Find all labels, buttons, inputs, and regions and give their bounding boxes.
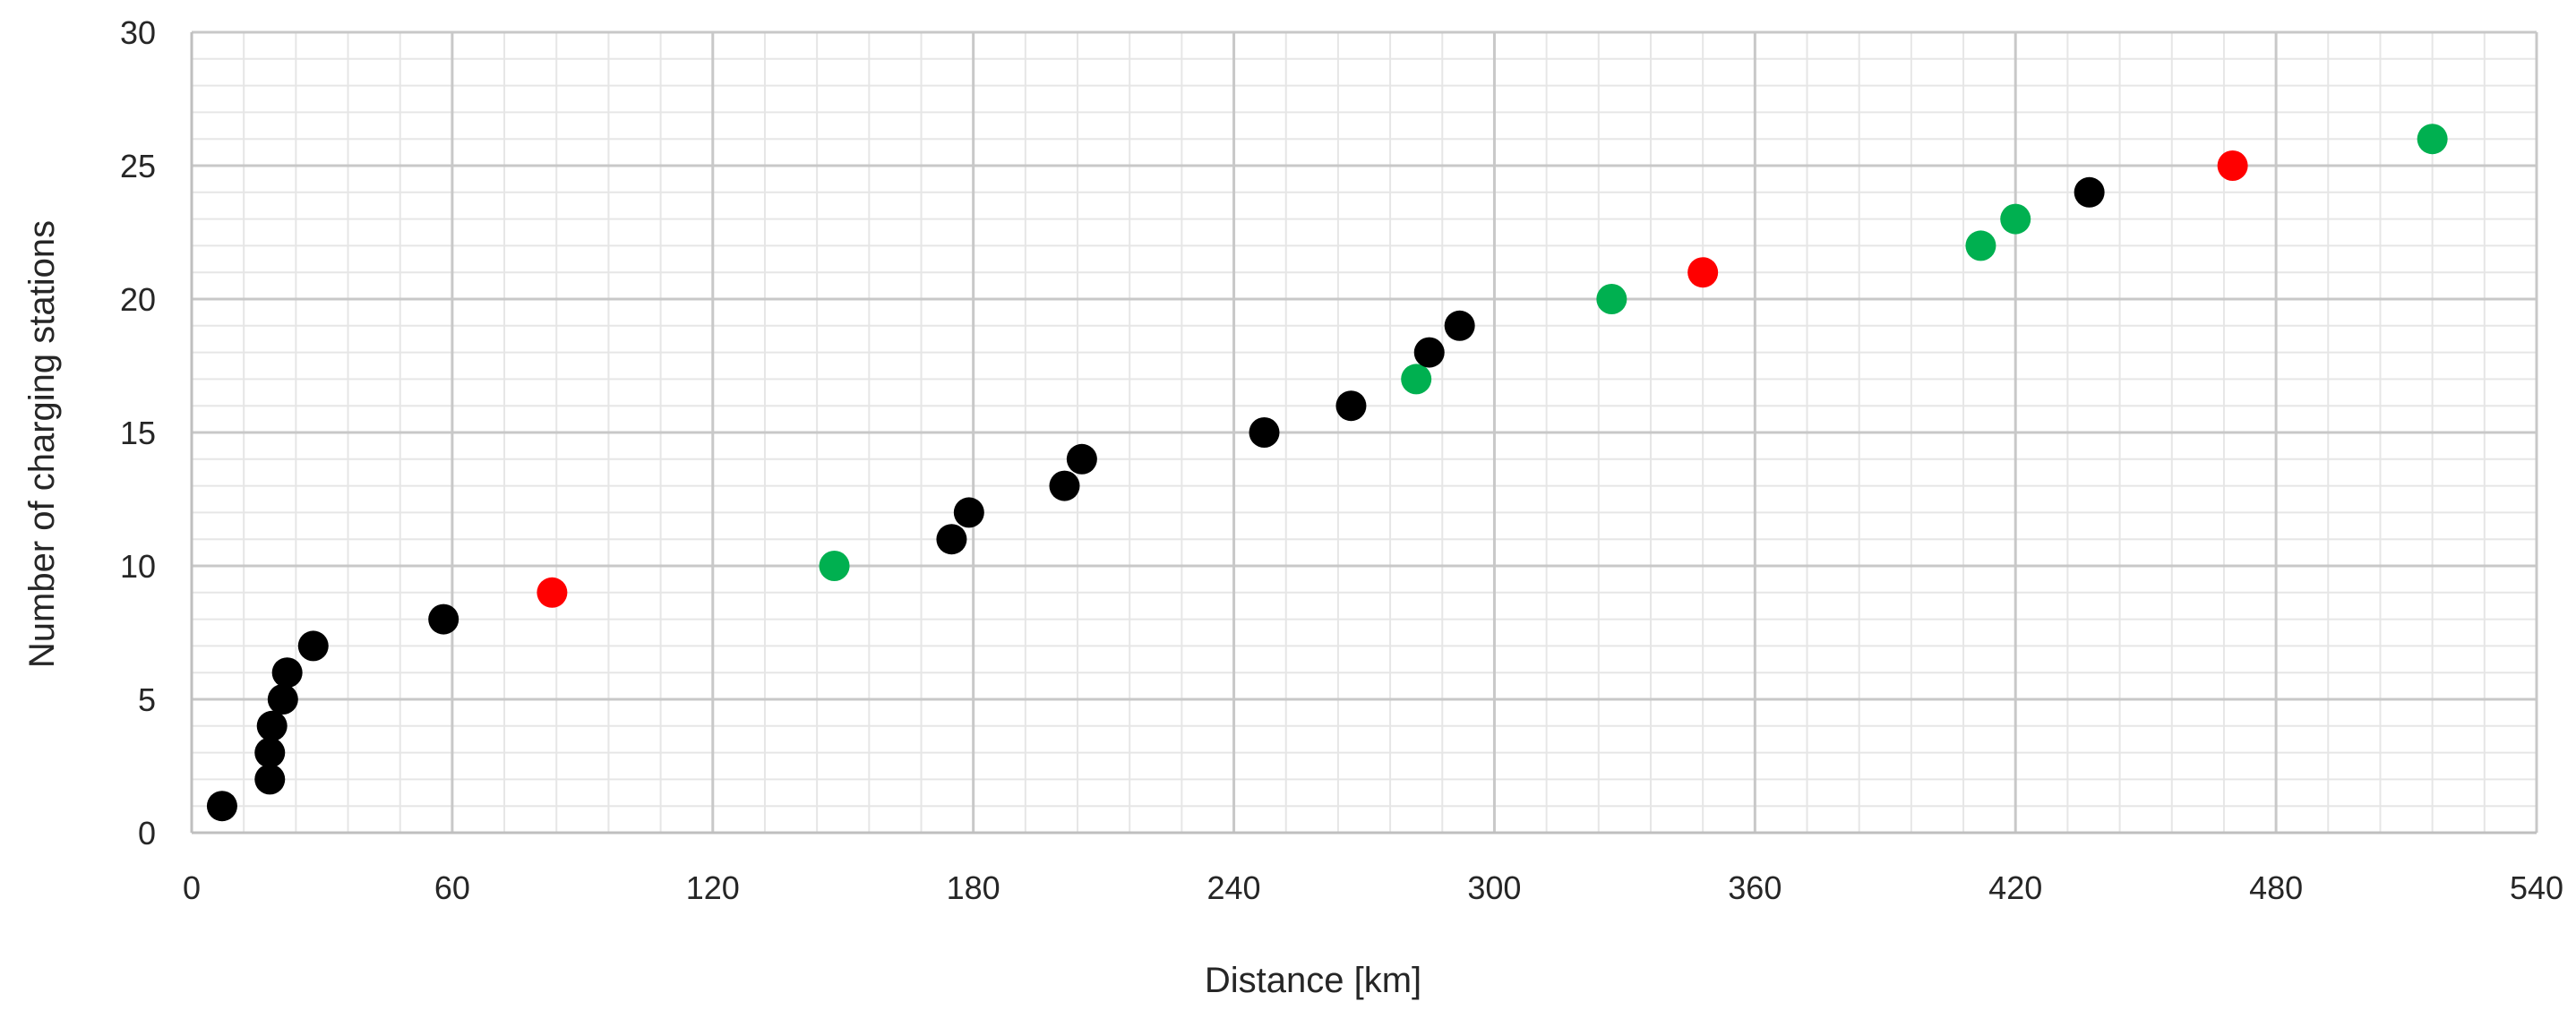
data-points (206, 124, 2448, 822)
data-point-black (1444, 310, 1475, 341)
data-point-black (1413, 337, 1445, 368)
x-tick-label: 0 (183, 869, 201, 906)
x-tick-label: 420 (1988, 869, 2042, 906)
y-tick-label: 25 (120, 148, 156, 184)
y-tick-label: 15 (120, 415, 156, 451)
data-point-black (1049, 470, 1080, 501)
data-point-black (271, 657, 303, 689)
data-point-black (936, 524, 967, 555)
data-point-black (1066, 443, 1097, 475)
data-point-black (267, 684, 298, 715)
y-tick-label: 10 (120, 548, 156, 585)
x-tick-label: 480 (2249, 869, 2303, 906)
y-tick-label: 30 (120, 14, 156, 51)
data-point-green (819, 551, 850, 581)
x-tick-label: 120 (686, 869, 740, 906)
data-point-green (2417, 124, 2448, 155)
data-point-red (1687, 257, 1719, 288)
data-point-black (2074, 176, 2105, 208)
x-tick-label: 60 (434, 869, 470, 906)
data-point-red (2217, 150, 2248, 181)
axes (190, 32, 2537, 835)
data-point-black (297, 630, 329, 662)
data-point-green (1401, 364, 1432, 395)
data-point-black (1335, 390, 1367, 422)
data-point-green (1965, 230, 1996, 261)
x-tick-label: 540 (2510, 869, 2563, 906)
y-tick-label: 0 (138, 815, 156, 852)
x-axis-tick-labels: 0 60 120 180 240 300 360 420 480 540 (183, 869, 2563, 906)
x-tick-label: 240 (1207, 869, 1261, 906)
x-tick-label: 360 (1728, 869, 1782, 906)
y-tick-label: 5 (138, 681, 156, 718)
y-axis-title: Number of charging stations (22, 220, 62, 668)
data-point-green (1596, 284, 1627, 314)
x-axis-title: Distance [km] (1205, 961, 1421, 1000)
data-point-red (537, 577, 568, 608)
y-axis-tick-labels: 0 5 10 15 20 25 30 (120, 14, 156, 852)
data-point-green (2000, 203, 2031, 235)
data-point-black (256, 710, 288, 741)
data-point-black (428, 603, 459, 635)
x-tick-label: 180 (947, 869, 1000, 906)
y-tick-label: 20 (120, 281, 156, 318)
data-point-black (254, 737, 286, 768)
data-point-black (953, 497, 984, 528)
x-tick-label: 300 (1467, 869, 1521, 906)
data-point-black (254, 764, 286, 795)
data-point-black (1249, 417, 1280, 448)
data-point-black (206, 791, 237, 822)
